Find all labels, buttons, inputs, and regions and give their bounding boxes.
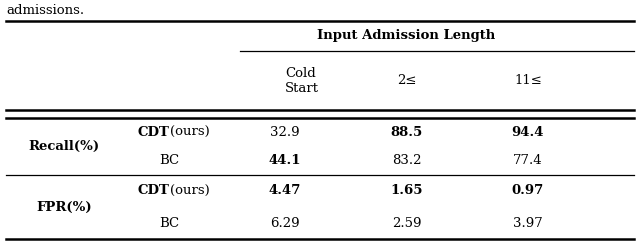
Text: (ours): (ours) (170, 185, 210, 197)
Text: 88.5: 88.5 (390, 125, 422, 139)
Text: admissions.: admissions. (6, 4, 84, 17)
Text: BC: BC (159, 154, 180, 167)
Text: Cold
Start: Cold Start (285, 67, 319, 94)
Text: (ours): (ours) (170, 125, 210, 139)
Text: Input Admission Length: Input Admission Length (317, 30, 495, 42)
Text: 94.4: 94.4 (512, 125, 544, 139)
Text: 2≤: 2≤ (397, 74, 416, 87)
Text: 44.1: 44.1 (269, 154, 301, 167)
Text: CDT: CDT (138, 185, 170, 197)
Text: CDT: CDT (138, 125, 170, 139)
Text: 32.9: 32.9 (270, 125, 300, 139)
Text: BC: BC (159, 217, 180, 230)
Text: 6.29: 6.29 (270, 217, 300, 230)
Text: Recall(%): Recall(%) (28, 140, 100, 153)
Text: 0.97: 0.97 (512, 185, 544, 197)
Text: 2.59: 2.59 (392, 217, 421, 230)
Text: 3.97: 3.97 (513, 217, 543, 230)
Text: 77.4: 77.4 (513, 154, 543, 167)
Text: 83.2: 83.2 (392, 154, 421, 167)
Text: 11≤: 11≤ (514, 74, 542, 87)
Text: 4.47: 4.47 (269, 185, 301, 197)
Text: FPR(%): FPR(%) (36, 201, 92, 214)
Text: 1.65: 1.65 (390, 185, 422, 197)
